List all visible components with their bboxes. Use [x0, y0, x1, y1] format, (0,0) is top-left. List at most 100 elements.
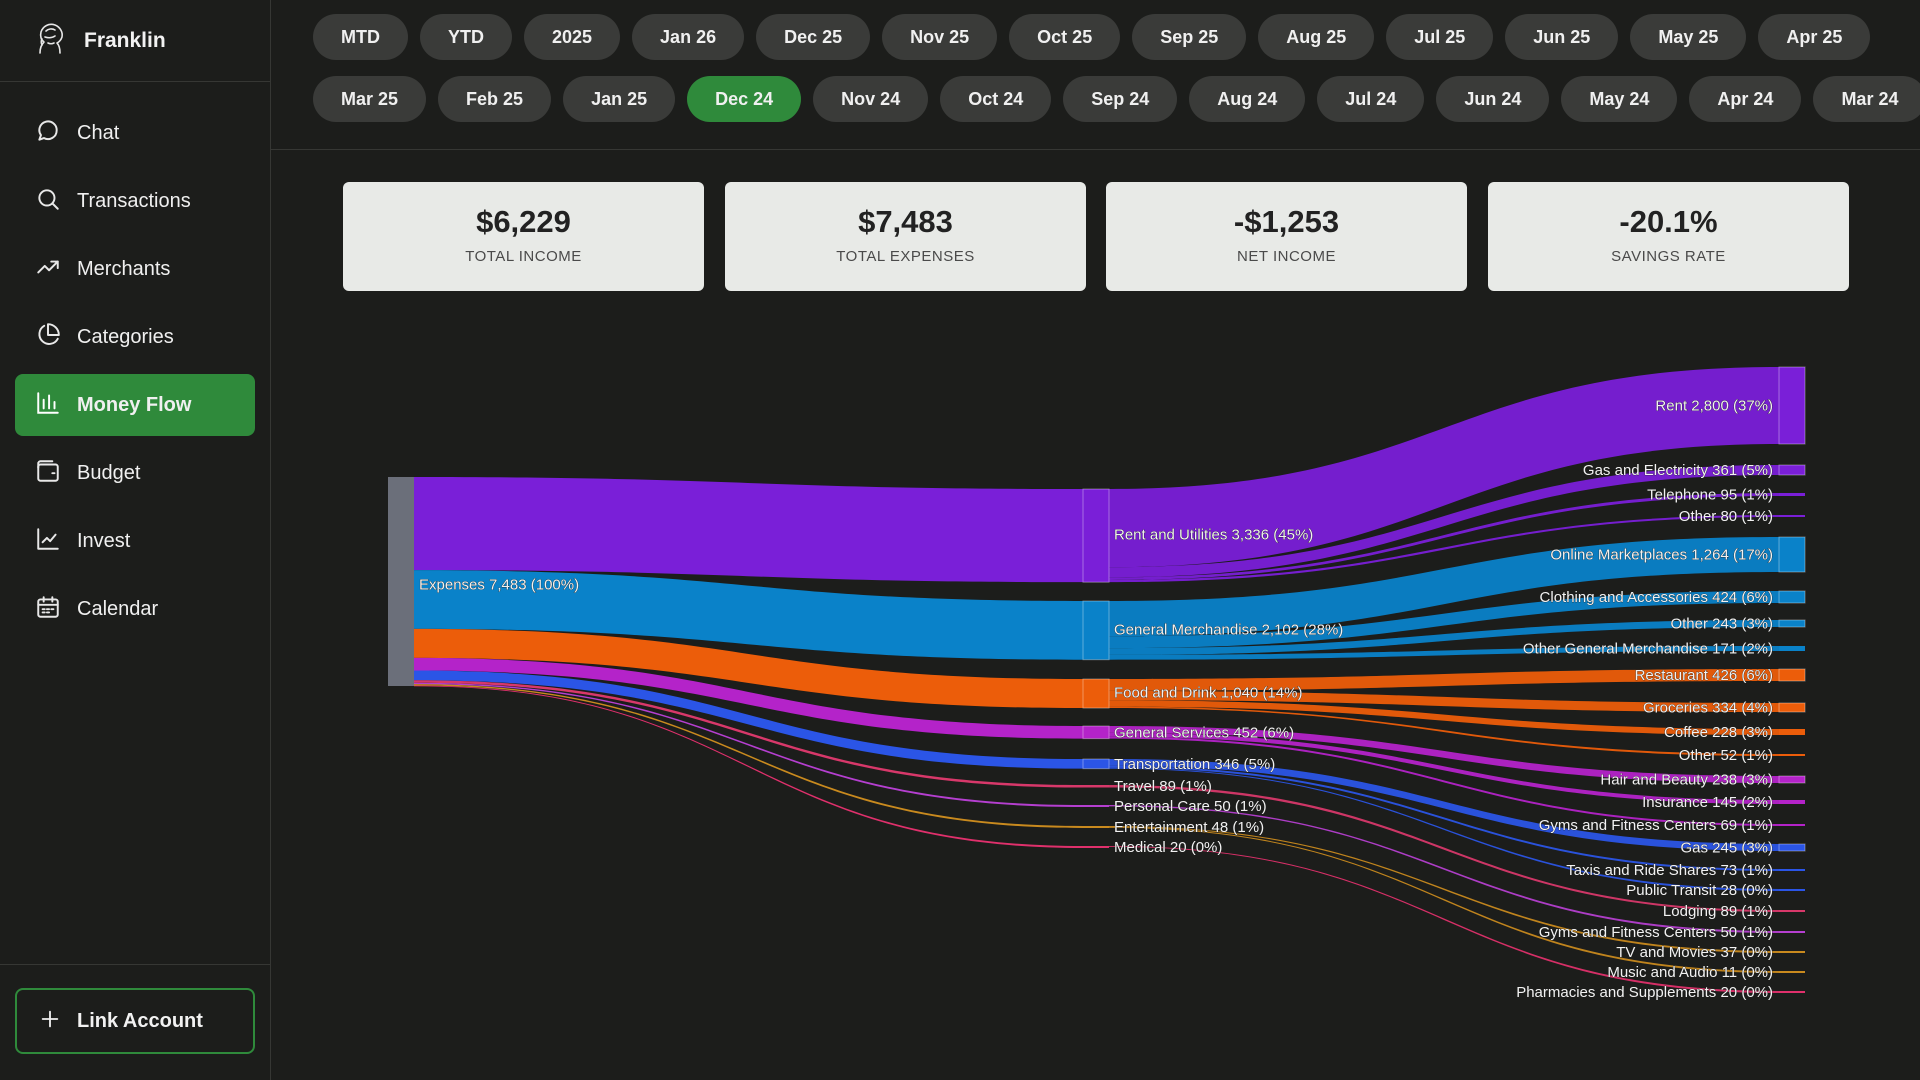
sidebar-item-invest[interactable]: Invest [15, 510, 255, 572]
sankey-node-travel[interactable] [1083, 785, 1109, 788]
sankey-link-food-and-drink-groceries [1109, 690, 1779, 712]
sankey-node-transportation-taxis-and-ride-shares[interactable] [1779, 869, 1805, 871]
period-selector: MTD YTD 2025 Jan 26 Dec 25 Nov 25 Oct 25 Sep 25… [271, 0, 1920, 150]
sankey-node-general-merchandise-other[interactable] [1778, 619, 1806, 628]
period-pill-mar-25[interactable]: Mar 25 [313, 76, 427, 122]
sankey-node-food-and-drink[interactable] [1082, 678, 1110, 709]
sankey-node-food-and-drink-groceries[interactable] [1778, 702, 1806, 713]
sankey-node-rent-and-utilities-telephone[interactable] [1779, 493, 1805, 496]
period-pill-jul-24[interactable]: Jul 24 [1317, 76, 1425, 122]
period-pill-mtd[interactable]: MTD [313, 14, 408, 60]
period-pill-oct-25[interactable]: Oct 25 [1009, 14, 1121, 60]
stat-card-total-expenses: $7,483 TOTAL EXPENSES [725, 182, 1086, 291]
sankey-node-general-services-insurance[interactable] [1779, 800, 1805, 804]
period-pill-may-24[interactable]: May 24 [1561, 76, 1678, 122]
period-pill-nov-25[interactable]: Nov 25 [882, 14, 998, 60]
sidebar-item-transactions[interactable]: Transactions [15, 170, 255, 232]
sankey-label-rent-and-utilities-telephone: Telephone 95 (1%) [1647, 486, 1773, 503]
sidebar-item-money-flow[interactable]: Money Flow [15, 374, 255, 436]
link-account-label: Link Account [77, 1009, 203, 1032]
period-pill-jun-24[interactable]: Jun 24 [1436, 76, 1550, 122]
sankey-node-general-services-gyms-and-fitness-centers[interactable] [1779, 824, 1805, 826]
sankey-link-entertainment-music-and-audio [1109, 827, 1779, 973]
period-pill-aug-25[interactable]: Aug 25 [1258, 14, 1375, 60]
sankey-label-food-and-drink-other: Other 52 (1%) [1679, 747, 1773, 764]
sankey-label-general-merchandise-other-general-merchandise: Other General Merchandise 171 (2%) [1523, 640, 1773, 657]
sankey-label-food-and-drink-groceries: Groceries 334 (4%) [1643, 699, 1773, 716]
sankey-label-entertainment: Entertainment 48 (1%) [1114, 819, 1264, 836]
period-pill-jul-25[interactable]: Jul 25 [1386, 14, 1494, 60]
sankey-node-medical-pharmacies-and-supplements[interactable] [1779, 991, 1805, 993]
sankey-node-food-and-drink-other[interactable] [1779, 754, 1805, 756]
sankey-node-entertainment[interactable] [1083, 826, 1109, 828]
stat-card-savings-rate: -20.1% SAVINGS RATE [1488, 182, 1849, 291]
sankey-node-general-services[interactable] [1082, 725, 1110, 740]
sidebar-item-budget[interactable]: Budget [15, 442, 255, 504]
sankey-node-entertainment-tv-and-movies[interactable] [1779, 951, 1805, 953]
period-pill-jan-26[interactable]: Jan 26 [632, 14, 745, 60]
sankey-label-food-and-drink: Food and Drink 1,040 (14%) [1114, 684, 1302, 701]
sankey-node-entertainment-music-and-audio[interactable] [1779, 971, 1805, 973]
stat-value: -20.1% [1619, 204, 1718, 239]
sankey-label-medical-pharmacies-and-supplements: Pharmacies and Supplements 20 (0%) [1516, 984, 1773, 1001]
period-pill-apr-25[interactable]: Apr 25 [1758, 14, 1871, 60]
period-pill-sep-24[interactable]: Sep 24 [1063, 76, 1178, 122]
sankey-node-rent-and-utilities[interactable] [1082, 488, 1110, 583]
sankey-node-rent-and-utilities-rent[interactable] [1778, 366, 1806, 445]
sankey-node-medical[interactable] [1083, 846, 1109, 848]
sankey-link-expenses-transportation [414, 670, 1083, 769]
period-pill-nov-24[interactable]: Nov 24 [813, 76, 929, 122]
period-pill-oct-24[interactable]: Oct 24 [940, 76, 1052, 122]
sankey-link-general-services-hair-and-beauty [1109, 726, 1779, 783]
period-pill-sep-25[interactable]: Sep 25 [1132, 14, 1247, 60]
brand[interactable]: Franklin [0, 0, 270, 82]
sankey-link-rent-and-utilities-gas-and-electricity [1109, 465, 1779, 578]
period-pill-apr-24[interactable]: Apr 24 [1689, 76, 1802, 122]
sankey-link-food-and-drink-restaurant [1109, 669, 1779, 691]
chat-bubble-icon [35, 118, 61, 149]
period-pill-dec-24[interactable]: Dec 24 [687, 76, 802, 122]
sankey-node-general-merchandise-clothing-and-accessories[interactable] [1778, 590, 1806, 604]
sankey-link-expenses-medical [414, 685, 1083, 848]
sankey-label-rent-and-utilities: Rent and Utilities 3,336 (45%) [1114, 527, 1313, 544]
sankey-node-general-merchandise-online-marketplaces[interactable] [1778, 536, 1806, 573]
sankey-node-food-and-drink-coffee[interactable] [1779, 729, 1805, 735]
sankey-node-rent-and-utilities-other[interactable] [1779, 515, 1805, 517]
sankey-link-travel-lodging [1109, 785, 1779, 912]
sidebar-item-calendar[interactable]: Calendar [15, 578, 255, 640]
wallet-icon [35, 458, 61, 489]
sankey-node-general-services-hair-and-beauty[interactable] [1778, 775, 1806, 784]
sankey-link-general-merchandise-other-general-merchandise [1109, 646, 1779, 660]
sankey-node-general-merchandise[interactable] [1082, 600, 1110, 661]
period-pill-jan-25[interactable]: Jan 25 [563, 76, 676, 122]
sankey-node-travel-lodging[interactable] [1779, 910, 1805, 912]
period-pill-ytd[interactable]: YTD [420, 14, 512, 60]
period-pill-jun-25[interactable]: Jun 25 [1505, 14, 1619, 60]
period-pill-may-25[interactable]: May 25 [1630, 14, 1747, 60]
sankey-node-transportation-public-transit[interactable] [1779, 889, 1805, 891]
trending-up-icon [35, 254, 61, 285]
sankey-node-general-merchandise-other-general-merchandise[interactable] [1779, 646, 1805, 651]
sankey-label-travel-lodging: Lodging 89 (1%) [1663, 903, 1773, 920]
link-account-button[interactable]: Link Account [15, 988, 255, 1054]
sankey-node-personal-care-gyms-and-fitness-centers[interactable] [1779, 931, 1805, 933]
sankey-node-transportation[interactable] [1082, 758, 1110, 770]
sankey-node-food-and-drink-restaurant[interactable] [1778, 668, 1806, 682]
sidebar-item-merchants[interactable]: Merchants [15, 238, 255, 300]
period-pill-feb-25[interactable]: Feb 25 [438, 76, 552, 122]
sankey-label-entertainment-tv-and-movies: TV and Movies 37 (0%) [1616, 944, 1773, 961]
sidebar-item-chat[interactable]: Chat [15, 102, 255, 164]
period-pill-dec-25[interactable]: Dec 25 [756, 14, 871, 60]
period-pill-aug-24[interactable]: Aug 24 [1189, 76, 1306, 122]
stat-label: NET INCOME [1237, 248, 1336, 265]
period-pill-mar-24[interactable]: Mar 24 [1813, 76, 1920, 122]
sankey-node-personal-care[interactable] [1083, 805, 1109, 807]
sankey-node-rent-and-utilities-gas-and-electricity[interactable] [1778, 464, 1806, 476]
sidebar-item-categories[interactable]: Categories [15, 306, 255, 368]
sidebar-item-label: Merchants [77, 257, 171, 280]
period-pill-2025[interactable]: 2025 [524, 14, 621, 60]
sankey-label-rent-and-utilities-other: Other 80 (1%) [1679, 508, 1773, 525]
sankey-label-personal-care-gyms-and-fitness-centers: Gyms and Fitness Centers 50 (1%) [1539, 924, 1773, 941]
sankey-node-transportation-gas[interactable] [1778, 843, 1806, 852]
sankey-node-expenses[interactable] [388, 477, 414, 686]
